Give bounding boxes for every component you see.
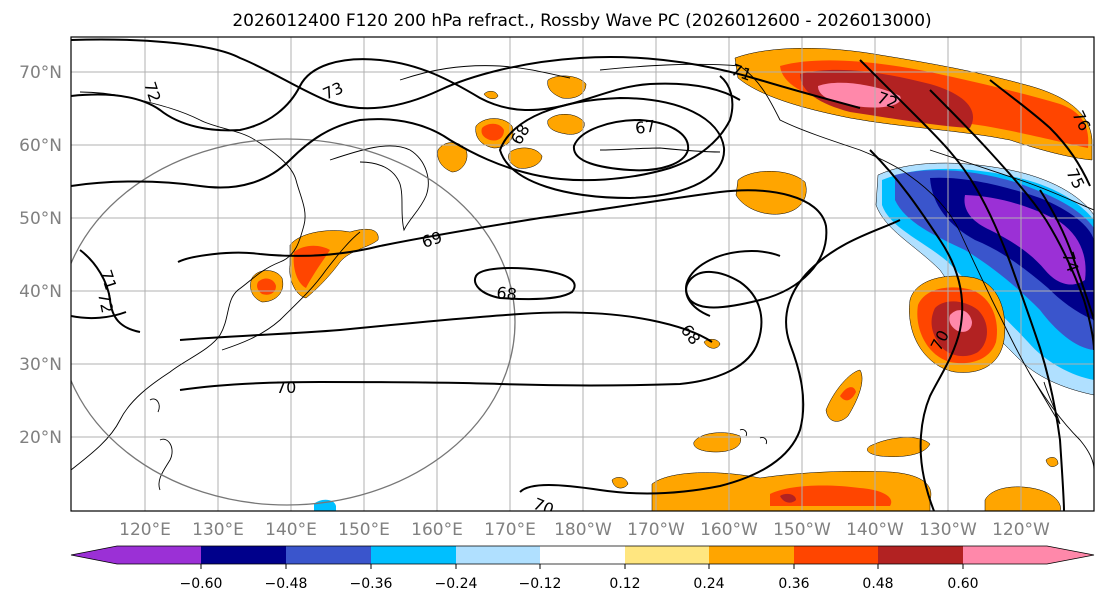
red-patch-hawaii-east (840, 387, 856, 401)
longitude-labels: 120°E 130°E 140°E 150°E 160°E 170°E 180°… (119, 520, 1050, 540)
colorbar-tick-label: −0.12 (519, 576, 562, 592)
orange-patch-east-subtropic (867, 437, 931, 457)
rossby-source-circle (71, 138, 516, 506)
coastlines (71, 63, 1094, 491)
colorbar-segment (201, 546, 286, 564)
colorbar-segment (371, 546, 456, 564)
orange-dot-small-2 (1045, 457, 1059, 467)
colorbar-segment (71, 546, 201, 564)
lon-label: 140°E (265, 520, 317, 540)
colorbar-segment (286, 546, 371, 564)
lon-label: 120°W (992, 520, 1050, 540)
colorbar-segment (963, 546, 1094, 564)
colorbar-tick-label: 0.60 (947, 576, 978, 592)
contour-72-east (859, 59, 1065, 511)
orange-patch-alaska (547, 114, 585, 135)
colorbar-tick-label: −0.48 (265, 576, 308, 592)
colorbar-segment (794, 546, 878, 564)
darkred-dot-south (780, 493, 796, 503)
colorbar-tick-label: −0.36 (350, 576, 393, 592)
contour-68-mid (179, 311, 713, 343)
coastline-baja (1029, 373, 1061, 425)
orange-patch-southeast (984, 486, 1061, 511)
coastline-asia-mainland (71, 91, 306, 471)
gridlines (71, 37, 1094, 511)
colorbar-segment (878, 546, 963, 564)
contour-75-east (929, 89, 1094, 351)
lat-label: 60°N (19, 136, 62, 156)
colorbar-segment (625, 546, 709, 564)
coastline-kamchatka (329, 145, 429, 232)
colorbar-tick-label: −0.24 (435, 576, 478, 592)
colorbar-tick-label: −0.60 (180, 576, 223, 592)
shaded-fields (250, 47, 1094, 511)
red-patch-bering (481, 123, 504, 141)
lat-label: 50°N (19, 209, 62, 229)
lat-label: 30°N (19, 355, 62, 375)
contour-label: 70 (531, 494, 557, 519)
lon-label: 150°E (338, 520, 390, 540)
colorbar-tick-label: 0.12 (609, 576, 640, 592)
contour-70-south (519, 219, 901, 495)
colorbar: −0.60 −0.48 −0.36 −0.24 −0.12 0.12 0.24 … (70, 545, 1095, 592)
lon-label: 160°W (700, 520, 758, 540)
figure-title: 2026012400 F120 200 hPa refract., Rossby… (232, 11, 931, 31)
lat-label: 70°N (19, 63, 62, 83)
contour-72-west (71, 249, 141, 333)
contour-74-east (1039, 189, 1094, 321)
lon-label: 170°W (627, 520, 685, 540)
coastline-japan (221, 231, 361, 351)
coastline-hawaii (739, 429, 767, 445)
contour-71 (71, 75, 734, 189)
lat-label: 20°N (19, 428, 62, 448)
orange-patch-chukotka (547, 75, 587, 99)
contour-67 (572, 118, 690, 172)
lon-label: 170°E (484, 520, 536, 540)
lon-label: 120°E (119, 520, 171, 540)
lat-label: 40°N (19, 282, 62, 302)
contour-label: 70 (276, 378, 296, 397)
contour-label: 72 (94, 291, 117, 315)
colorbar-ticks (200, 564, 964, 569)
contours (71, 38, 1094, 511)
colorbar-segment (456, 546, 540, 564)
contour-70-east (869, 149, 964, 511)
map-frame (70, 36, 1095, 512)
contour-68-south (474, 267, 576, 301)
red-strip-south (770, 485, 892, 506)
colorbar-tick-label: 0.24 (693, 576, 724, 592)
contour-label: 68 (496, 283, 518, 304)
contour-labels: 73 72 71 72 67 68 69 68 68 70 70 71 72 7… (94, 60, 1094, 519)
orange-dot-north (483, 91, 499, 99)
coastline-taiwan-philippines (149, 398, 173, 491)
contour-76-east (989, 79, 1091, 187)
orange-dot-small-1 (611, 477, 629, 489)
colorbar-outline (70, 545, 1095, 565)
orange-patch-kamchatka (437, 142, 468, 173)
colorbar-tick-label: 0.36 (778, 576, 809, 592)
lon-label: 130°E (192, 520, 244, 540)
coastline-chukotka (399, 65, 571, 81)
contour-72-north (71, 58, 741, 132)
contour-73 (71, 38, 861, 110)
lon-label: 130°W (919, 520, 977, 540)
colorbar-tick-label: 0.48 (862, 576, 893, 592)
coastline-north-america-west (909, 175, 1094, 471)
colorbar-segment (540, 546, 625, 564)
contour-68-north (498, 96, 726, 200)
contour-70-center (179, 271, 763, 391)
colorbar-tick-labels: −0.60 −0.48 −0.36 −0.24 −0.12 0.12 0.24 … (180, 576, 979, 592)
contour-label: 67 (634, 116, 657, 138)
lon-label: 180°W (554, 520, 612, 540)
coastline-alaska (599, 63, 911, 177)
latitude-labels: 70°N 60°N 50°N 40°N 30°N 20°N (19, 63, 62, 448)
lon-label: 150°W (773, 520, 831, 540)
lon-label: 140°W (846, 520, 904, 540)
colorbar-segment (709, 546, 794, 564)
lon-label: 160°E (411, 520, 463, 540)
purple-core-west-na (964, 195, 1086, 285)
map-panel: 73 72 71 72 67 68 69 68 68 70 70 71 72 7… (70, 36, 1095, 519)
